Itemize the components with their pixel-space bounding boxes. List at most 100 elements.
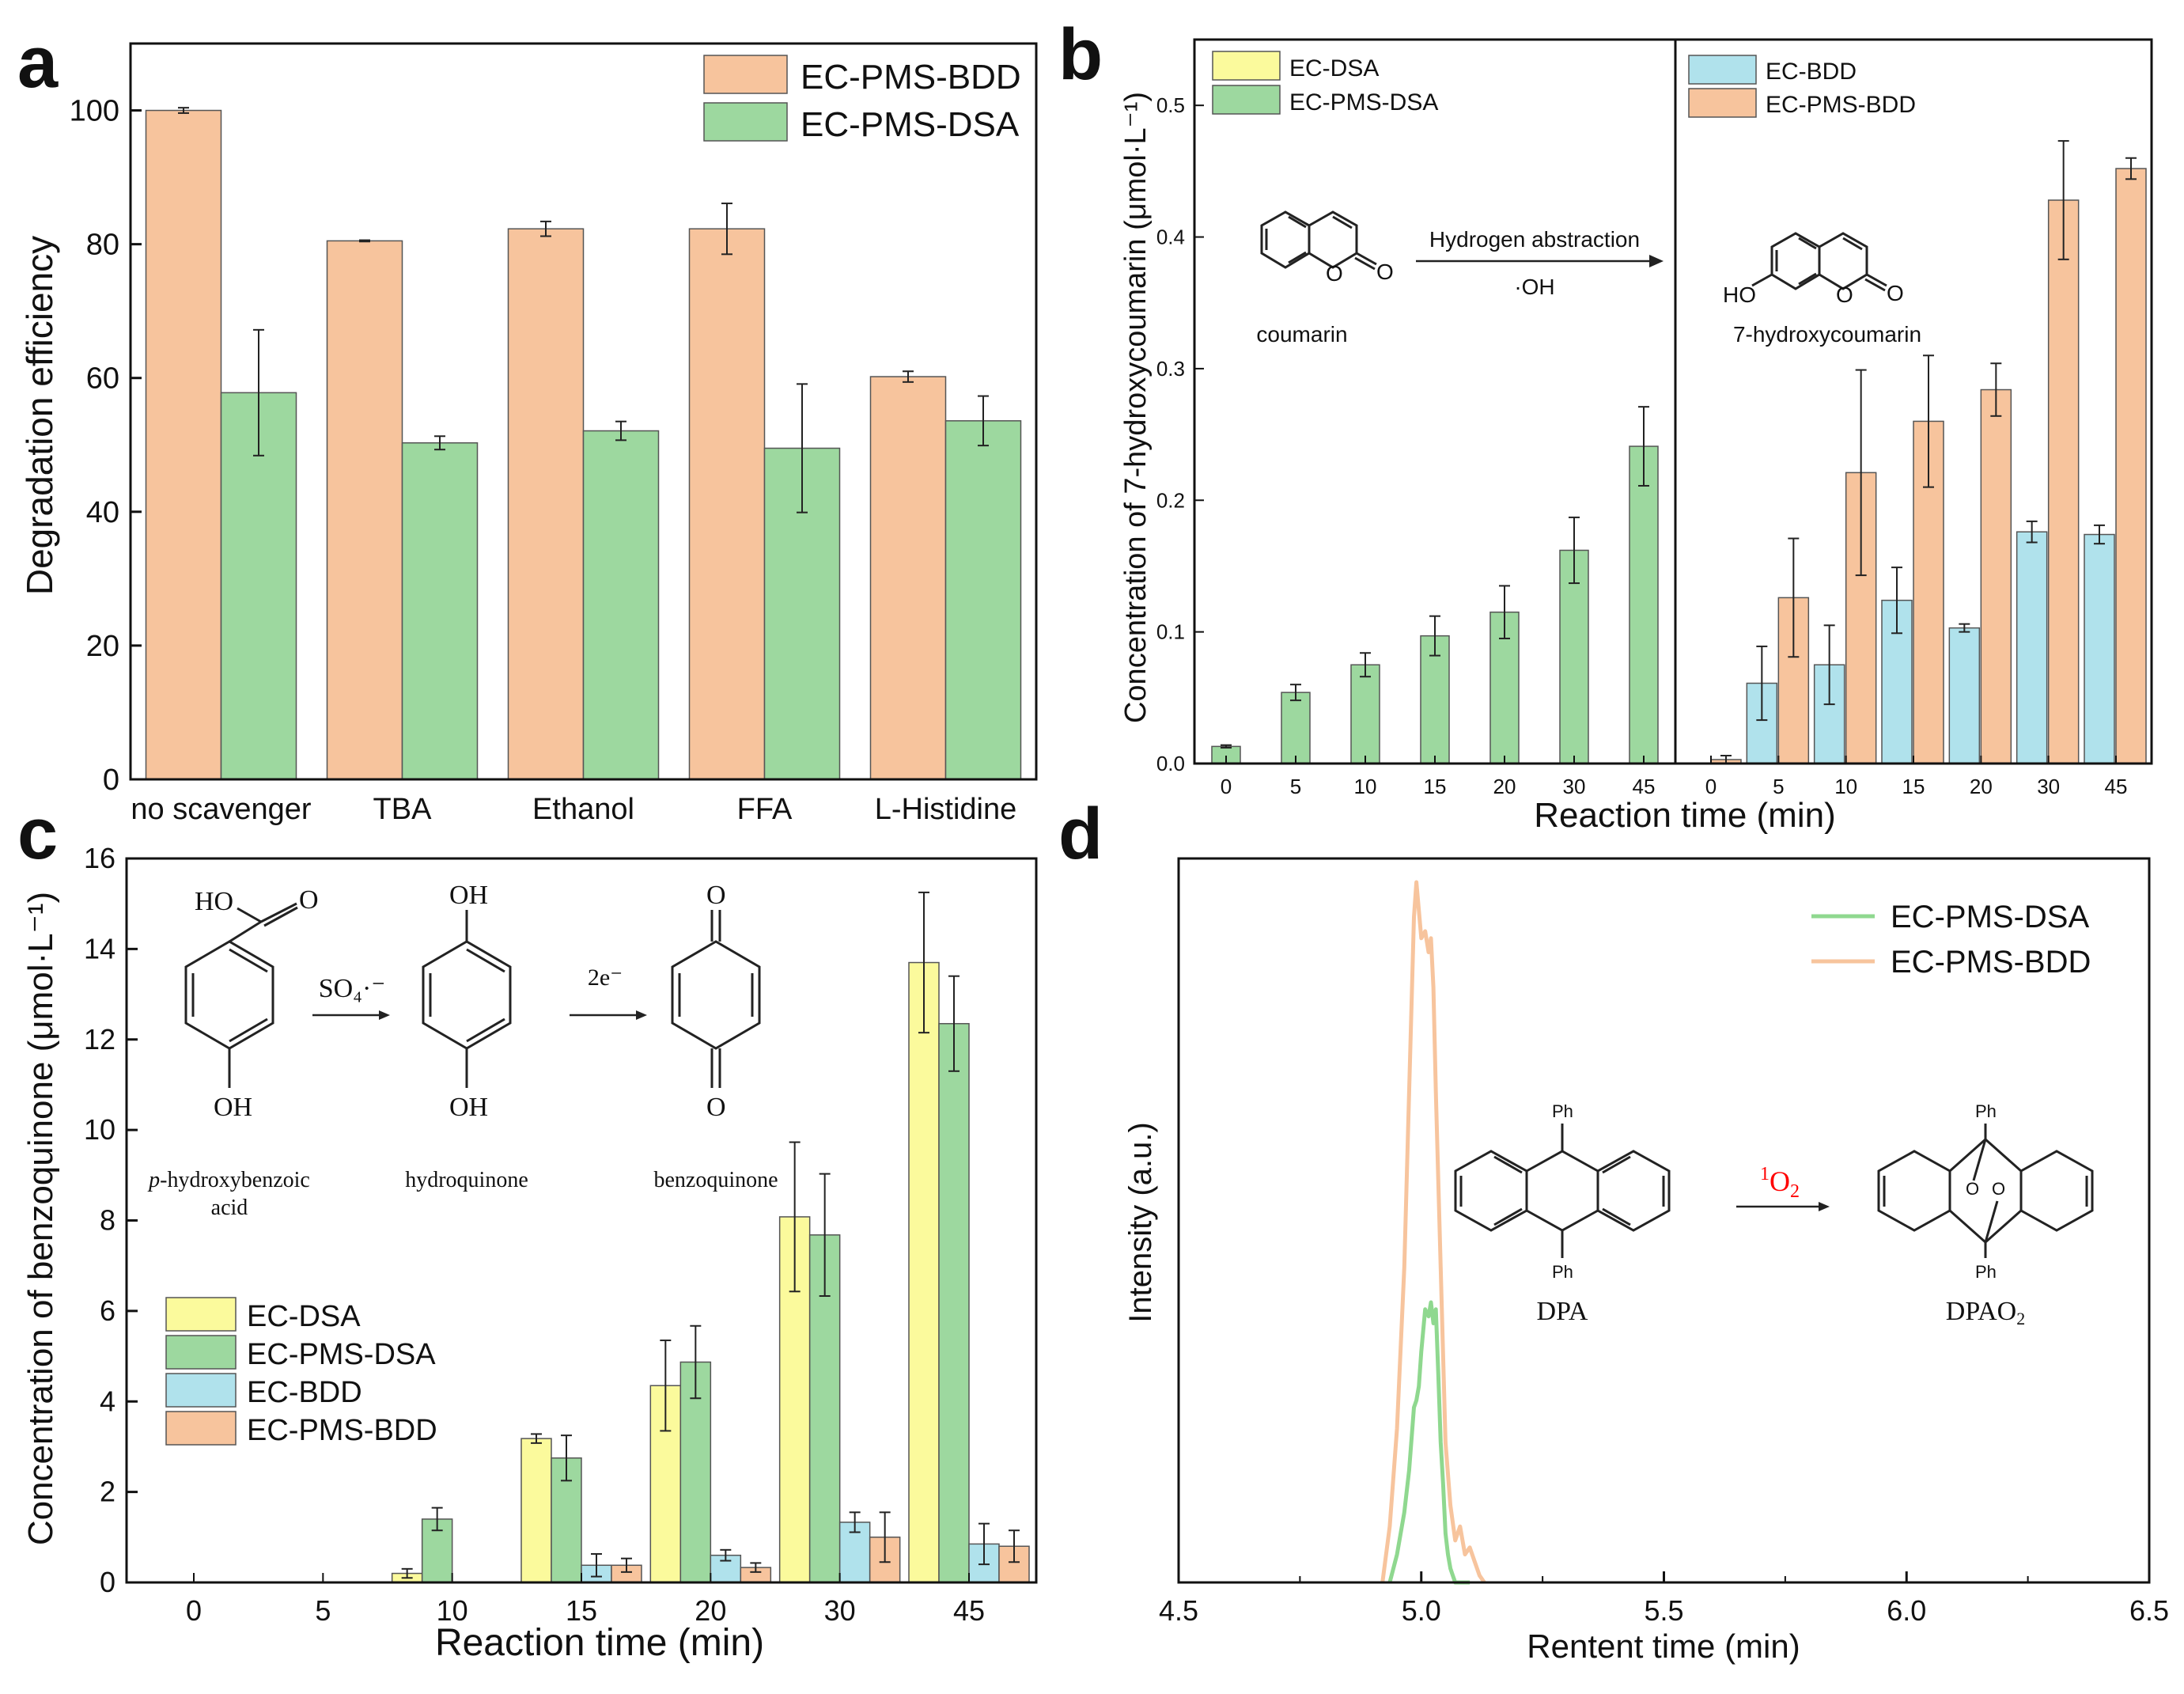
- bar-c-ec-dsa-15-error-bar: [531, 1433, 542, 1444]
- bar-b-ec-pms-dsa-45-error-bar: [1638, 406, 1649, 487]
- c-ytick-label-14: 14: [84, 932, 115, 964]
- b-right-xtick-label-5: 5: [1773, 775, 1784, 798]
- coumarin-carbonyl-o: O: [1376, 260, 1394, 284]
- dpao2-label: DPAO2: [1946, 1297, 2025, 1328]
- bar-c-ec-dsa-30-error-bar: [789, 1141, 801, 1293]
- bar-b-ec-bdd-30: [2016, 531, 2048, 764]
- hydroxycoumarin-carbonyl-o: O: [1887, 281, 1904, 305]
- legend-swatch-ec-pms-dsa: [703, 102, 788, 142]
- bar-b-ec-pms-dsa-20-error-bar: [1499, 585, 1510, 639]
- bar-b-ec-bdd-10-error-bar: [1823, 624, 1835, 706]
- d-xtick-label-5.0: 5.0: [1402, 1594, 1441, 1627]
- scheme-d-arrowhead: [1819, 1202, 1830, 1211]
- bar-c-ec-pms-dsa-15-error-bar: [561, 1434, 572, 1482]
- coumarin-ring-o: O: [1326, 261, 1343, 286]
- b-right-xtick-label-30: 30: [2037, 775, 2060, 798]
- bar-a-ec-pms-bdd-ffa-error-bar: [721, 203, 732, 256]
- d-xtick-label-4.5: 4.5: [1159, 1594, 1198, 1627]
- legend-swatch-ec-pms-bdd-c: [165, 1411, 237, 1446]
- dpao2-ph-bottom: Ph: [1975, 1262, 1997, 1282]
- c-ytick-label-16: 16: [84, 842, 115, 874]
- bar-c-ec-pms-dsa-20-error-bar: [690, 1325, 702, 1400]
- dpa-ph-bottom: Ph: [1552, 1262, 1573, 1282]
- legend-label-ec-pms-bdd-b: EC-PMS-BDD: [1766, 92, 1916, 118]
- hydroxycoumarin-structure: [1751, 232, 1887, 292]
- panel-a-frame: [129, 42, 1038, 781]
- legend-swatch-ec-bdd: [1688, 55, 1757, 85]
- hydroquinone-label: hydroquinone: [405, 1168, 528, 1192]
- bar-a-ec-pms-dsa-l-histidine-error-bar: [978, 395, 989, 447]
- c-ytick-label-8: 8: [100, 1204, 115, 1237]
- b-left-xtick-label-15: 15: [1424, 775, 1447, 798]
- bar-b-ec-pms-bdd-30: [2047, 199, 2080, 764]
- a-xtick-label-l-histidine: L-Histidine: [875, 793, 1017, 826]
- b-ytick-label-0.1: 0.1: [1156, 620, 1185, 644]
- c-xtick-label-30: 30: [824, 1594, 856, 1627]
- bq-o-bottom: O: [706, 1093, 726, 1122]
- a-ytick-label-60: 60: [86, 362, 119, 396]
- arrow2-label: 2e⁻: [588, 964, 623, 991]
- a-ytick-label-0: 0: [103, 764, 119, 797]
- bar-b-ec-pms-bdd-5-error-bar: [1788, 537, 1800, 658]
- legend-swatch-ec-pms-bdd-b: [1688, 88, 1757, 118]
- acid-o-atom: O: [299, 885, 319, 915]
- legend-swatch-ec-pms-bdd: [703, 55, 788, 94]
- b-ytick-label-0.5: 0.5: [1156, 93, 1185, 117]
- bar-c-ec-pms-bdd-30-error-bar: [879, 1511, 891, 1563]
- bar-b-ec-bdd-20-error-bar: [1959, 623, 1970, 633]
- dpao2-structure: [1877, 1124, 2094, 1258]
- a-xtick-label-ethanol: Ethanol: [532, 793, 634, 826]
- bar-a-ec-pms-dsa-tba: [401, 442, 479, 780]
- legend-swatch-ec-dsa-c: [165, 1297, 237, 1332]
- bar-a-ec-pms-dsa-ethanol: [582, 430, 660, 780]
- arrow1-label: SO₄·⁻: [319, 974, 386, 1003]
- a-ytick-label-100: 100: [70, 95, 119, 128]
- bar-b-ec-pms-dsa-30-error-bar: [1569, 516, 1580, 585]
- bq-o-top: O: [706, 881, 726, 910]
- b-ytick-label-0.4: 0.4: [1156, 225, 1185, 249]
- panel-c-chart: Concentration of benzoquinone (μmol·L⁻¹)…: [21, 842, 1038, 1664]
- d-xtick-label-6.0: 6.0: [1887, 1594, 1926, 1627]
- legend-label-ec-pms-bdd-d: EC-PMS-BDD: [1891, 945, 2091, 980]
- bar-b-ec-bdd-30-error-bar: [2026, 520, 2038, 544]
- c-xtick-label-10: 10: [437, 1594, 468, 1627]
- benzoquinone-label: benzoquinone: [653, 1168, 778, 1192]
- b-left-xtick-label-20: 20: [1493, 775, 1516, 798]
- panel-c-xlabel: Reaction time (min): [435, 1622, 764, 1664]
- bar-c-ec-pms-dsa-45-error-bar: [948, 975, 960, 1072]
- dpao2-o-right: O: [1992, 1179, 2005, 1199]
- bar-b-ec-pms-dsa-45: [1629, 445, 1659, 764]
- bar-c-ec-dsa-20-error-bar: [660, 1340, 672, 1432]
- bar-c-ec-dsa-10-error-bar: [401, 1567, 413, 1579]
- bar-b-ec-pms-bdd-30-error-bar: [2057, 140, 2069, 260]
- bar-b-ec-bdd-45: [2084, 533, 2115, 764]
- panel-d-xlabel: Rentent time (min): [1527, 1628, 1800, 1665]
- c-xtick-label-20: 20: [695, 1594, 726, 1627]
- acid-label-line1: p-hydroxybenzoic: [147, 1168, 310, 1192]
- bar-a-ec-pms-bdd-no-scavenger-error-bar: [178, 107, 189, 114]
- b-left-xtick-label-0: 0: [1221, 775, 1232, 798]
- b-right-xtick-label-10: 10: [1834, 775, 1857, 798]
- bar-b-ec-pms-bdd-20-error-bar: [1990, 362, 2002, 417]
- bar-c-ec-bdd-20-error-bar: [720, 1548, 732, 1562]
- bar-c-ec-dsa-45: [908, 961, 940, 1583]
- panel-c-ylabel: Concentration of benzoquinone (μmol·L⁻¹): [21, 892, 60, 1545]
- bar-a-ec-pms-bdd-no-scavenger: [145, 109, 222, 780]
- panel-label-c: c: [17, 794, 58, 874]
- a-xtick-label-tba: TBA: [373, 793, 433, 826]
- bar-b-ec-pms-dsa-5-error-bar: [1290, 684, 1301, 702]
- bar-b-ec-pms-dsa-15: [1420, 635, 1450, 764]
- hq-oh-bottom: OH: [449, 1093, 488, 1122]
- bar-b-ec-bdd-5-error-bar: [1756, 645, 1768, 722]
- c-ytick-label-0: 0: [100, 1566, 115, 1598]
- bar-b-ec-bdd-20: [1948, 627, 1981, 764]
- legend-label-ec-pms-bdd: EC-PMS-BDD: [801, 58, 1021, 97]
- bar-b-ec-pms-bdd-10-error-bar: [1855, 369, 1867, 577]
- panel-d-chart: Intensity (a.u.) Rentent time (min) 4.5 5…: [1123, 857, 2169, 1665]
- benzoquinone-structure: [671, 910, 761, 1088]
- panel-a-chart: Degradation efficiency 0 20 40 60 80 100 no s…: [19, 42, 1038, 826]
- acid-bond-ho: [237, 907, 262, 923]
- bar-a-ec-pms-dsa-ffa-error-bar: [797, 383, 808, 514]
- b-right-xtick-label-45: 45: [2105, 775, 2128, 798]
- c-xtick-label-5: 5: [315, 1594, 331, 1627]
